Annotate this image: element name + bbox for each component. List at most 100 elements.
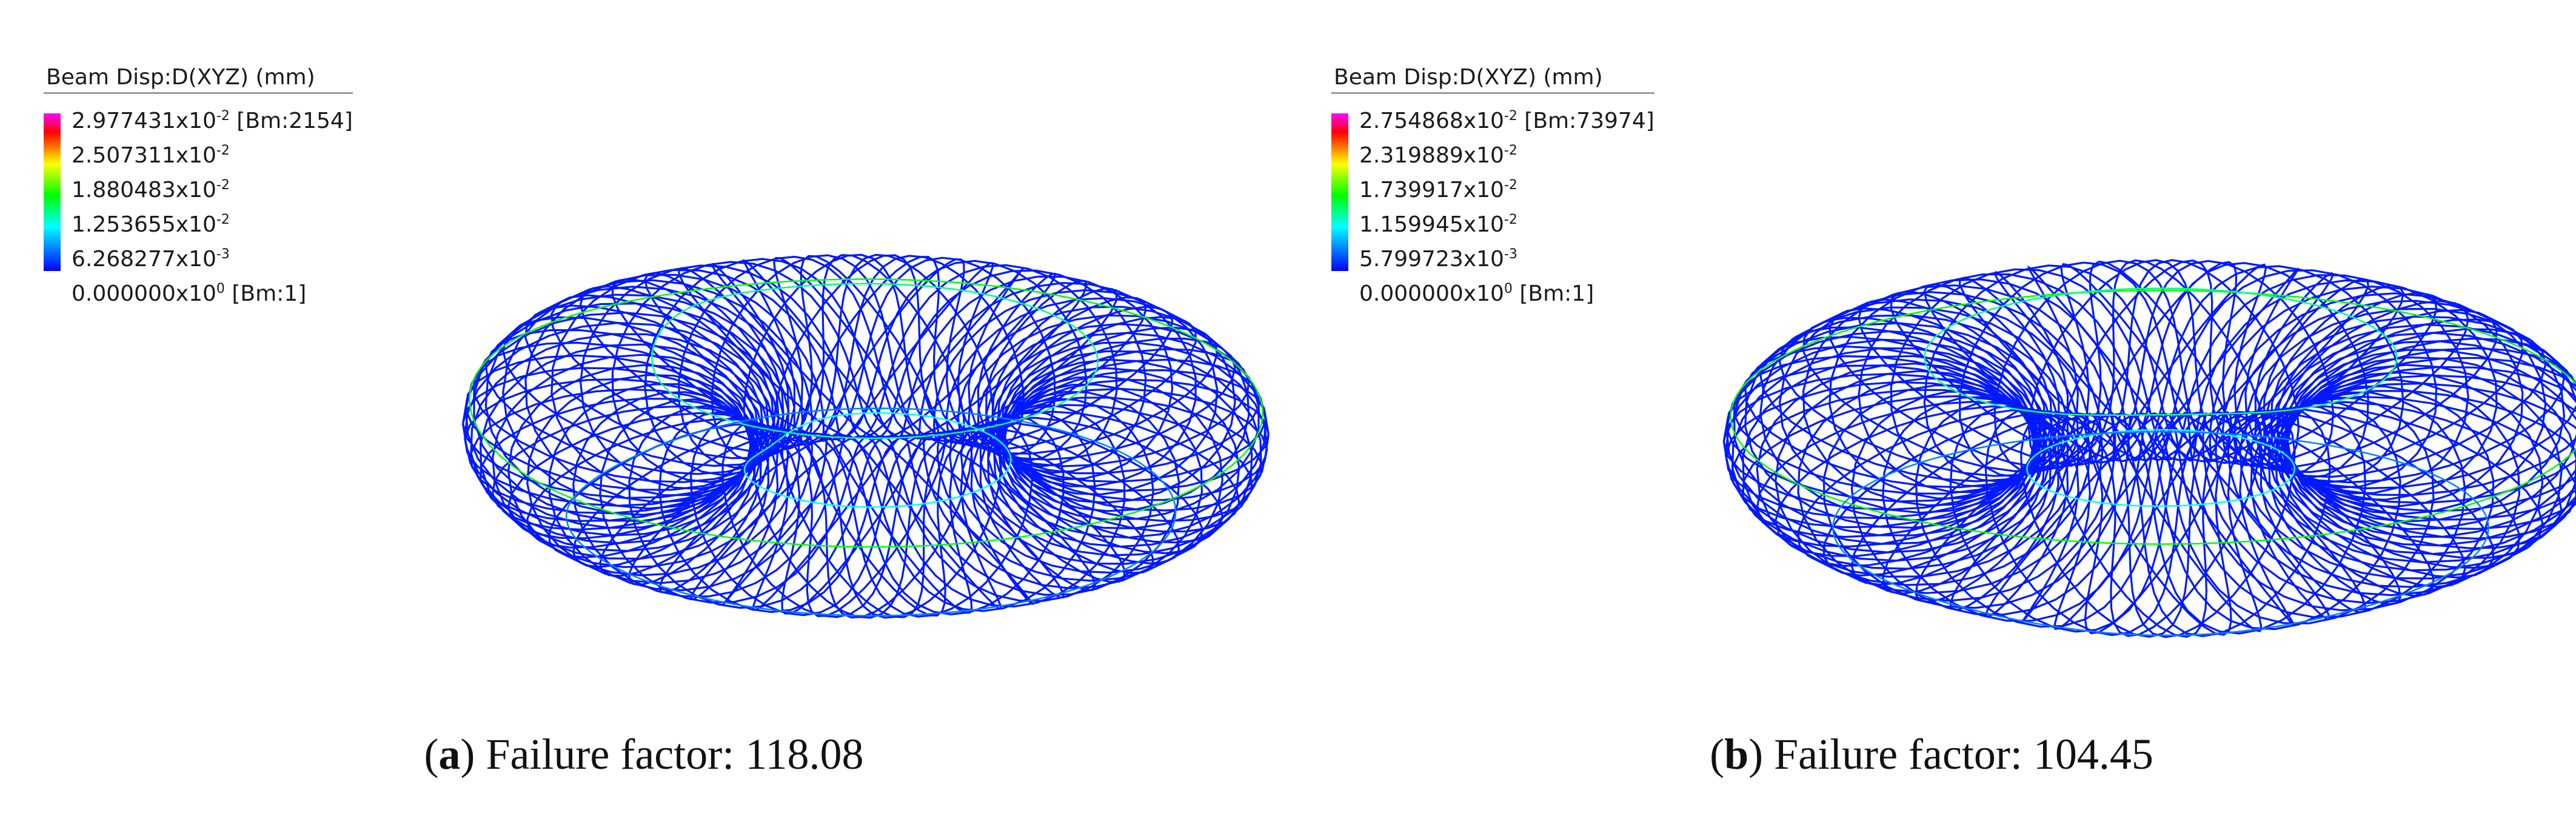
mesh-line [1759,400,2110,631]
mesh-line [487,256,827,475]
mesh-line [560,253,951,453]
mesh-line [987,378,1270,591]
mesh-line [1838,259,2257,469]
mesh-line [679,434,1077,612]
mesh-line [464,263,790,491]
mesh-line [470,278,775,515]
mesh-line [2268,401,2576,557]
mesh-line [2284,309,2576,540]
mesh-line [1756,316,2036,548]
mesh-line [2283,347,2576,579]
mesh-line [2286,337,2566,569]
mesh-line [1731,298,2042,529]
mesh-line [703,264,1102,439]
mesh-lines [1722,259,2576,638]
mesh-line [1945,265,2384,463]
mesh-line [2016,412,2454,618]
displacement-legend: Beam Disp:D(XYZ) (mm) 2.754868x10-2 [Bm:… [1331,65,1654,309]
mesh-line [1722,283,2053,511]
mesh-line [581,427,962,619]
mesh-line [464,272,780,507]
mesh-rim [1832,431,2489,637]
mesh-line [997,333,1262,474]
mesh-line [473,259,795,483]
mesh-rim [1730,289,2576,545]
mesh-lines [462,253,1270,619]
mesh-line [507,304,759,540]
legend-level-2: 1.739917x10-2 [1359,178,1517,202]
mesh-line [2164,292,2543,466]
mesh-rim [651,283,1099,440]
mesh-rim [469,278,1263,548]
mesh-line [919,428,1238,574]
mesh-line [1783,260,2166,477]
legend-level-3: 1.253655x10-2 [72,212,230,237]
color-scale-bar [1331,113,1348,271]
legend-level-1: 2.319889x10-2 [1359,143,1517,168]
mesh-line [825,282,1191,440]
mesh-line [979,387,1268,598]
torus-mesh-plot [462,253,1270,619]
mesh-line [866,289,1214,442]
mesh-line [484,329,752,558]
mesh-line [1725,276,2060,503]
mesh-line [506,255,868,467]
mesh-line [470,388,770,600]
mesh-line [784,275,1165,439]
mesh-line [1742,395,2079,624]
legend-level-3: 1.159945x10-2 [1359,212,1517,237]
caption-b: (b) Failure factor: 104.45 [1710,730,2153,778]
mesh-line [985,317,1270,462]
mesh-rim [2026,429,2295,507]
legend-level-4: 6.268277x10-3 [72,247,230,272]
mesh-line [877,430,1220,582]
mesh-line [977,311,1267,457]
color-scale-bar [44,113,61,271]
mesh-line [1733,270,2069,495]
mesh-line [755,435,1143,602]
legend-max-value: 2.977431x10-2 [Bm:2154] [72,109,353,133]
legend-min-value: 0.000000x100 [Bm:1] [1359,281,1594,306]
legend-title: Beam Disp:D(XYZ) (mm) [44,65,353,94]
mesh-line [530,253,910,460]
mesh-rim [565,407,1177,617]
mesh-line [743,269,1135,438]
mesh-line [1762,263,2120,483]
mesh-line [480,398,779,606]
mesh-line [2239,409,2576,580]
legend-max-value: 2.754868x10-2 [Bm:73974] [1359,109,1654,133]
torus-mesh-plot [1722,259,2576,638]
legend-title: Beam Disp:D(XYZ) (mm) [1331,65,1654,94]
mesh-line [1896,412,2341,635]
legend-level-2: 1.880483x10-2 [72,178,230,202]
mesh-line [1986,269,2422,461]
mesh-line [2061,411,2486,612]
mesh-line [510,412,838,615]
mesh-line [1742,307,2038,538]
mesh-line [664,259,1067,441]
mesh-rim [743,412,1012,508]
mesh-line [1862,412,2298,637]
mesh-line [1742,355,2038,500]
legend-level-1: 2.507311x10-2 [72,143,230,168]
panel-b: Beam Disp:D(XYZ) (mm) 2.754868x10-2 [Bm:… [1288,0,2576,813]
mesh-line [1724,290,2047,520]
legend-min-value: 0.000000x100 [Bm:1] [72,281,307,306]
mesh-line [1870,259,2301,466]
mesh-line [968,306,1260,452]
mesh-line [970,396,1262,605]
mesh-line [1725,364,2046,595]
legend-values: 2.977431x10-2 [Bm:2154] 2.507311x10-2 1.… [72,101,353,309]
legend-values: 2.754868x10-2 [Bm:73974] 2.319889x10-2 1… [1359,101,1654,309]
legend-level-4: 5.799723x10-3 [1359,247,1517,272]
mesh-line [493,405,797,611]
mesh-line [991,325,1268,467]
mesh-line [1808,259,2212,472]
panel-a: Beam Disp:D(XYZ) (mm) 2.977431x10-2 [Bm:… [44,65,1270,778]
mesh-line [1779,405,2158,635]
mesh-line [530,273,910,443]
legend-body: 2.977431x10-2 [Bm:2154] 2.507311x10-2 1.… [44,101,353,309]
mesh-rim [1924,287,2398,417]
mesh-line [993,369,1267,583]
mesh-line [592,255,991,448]
